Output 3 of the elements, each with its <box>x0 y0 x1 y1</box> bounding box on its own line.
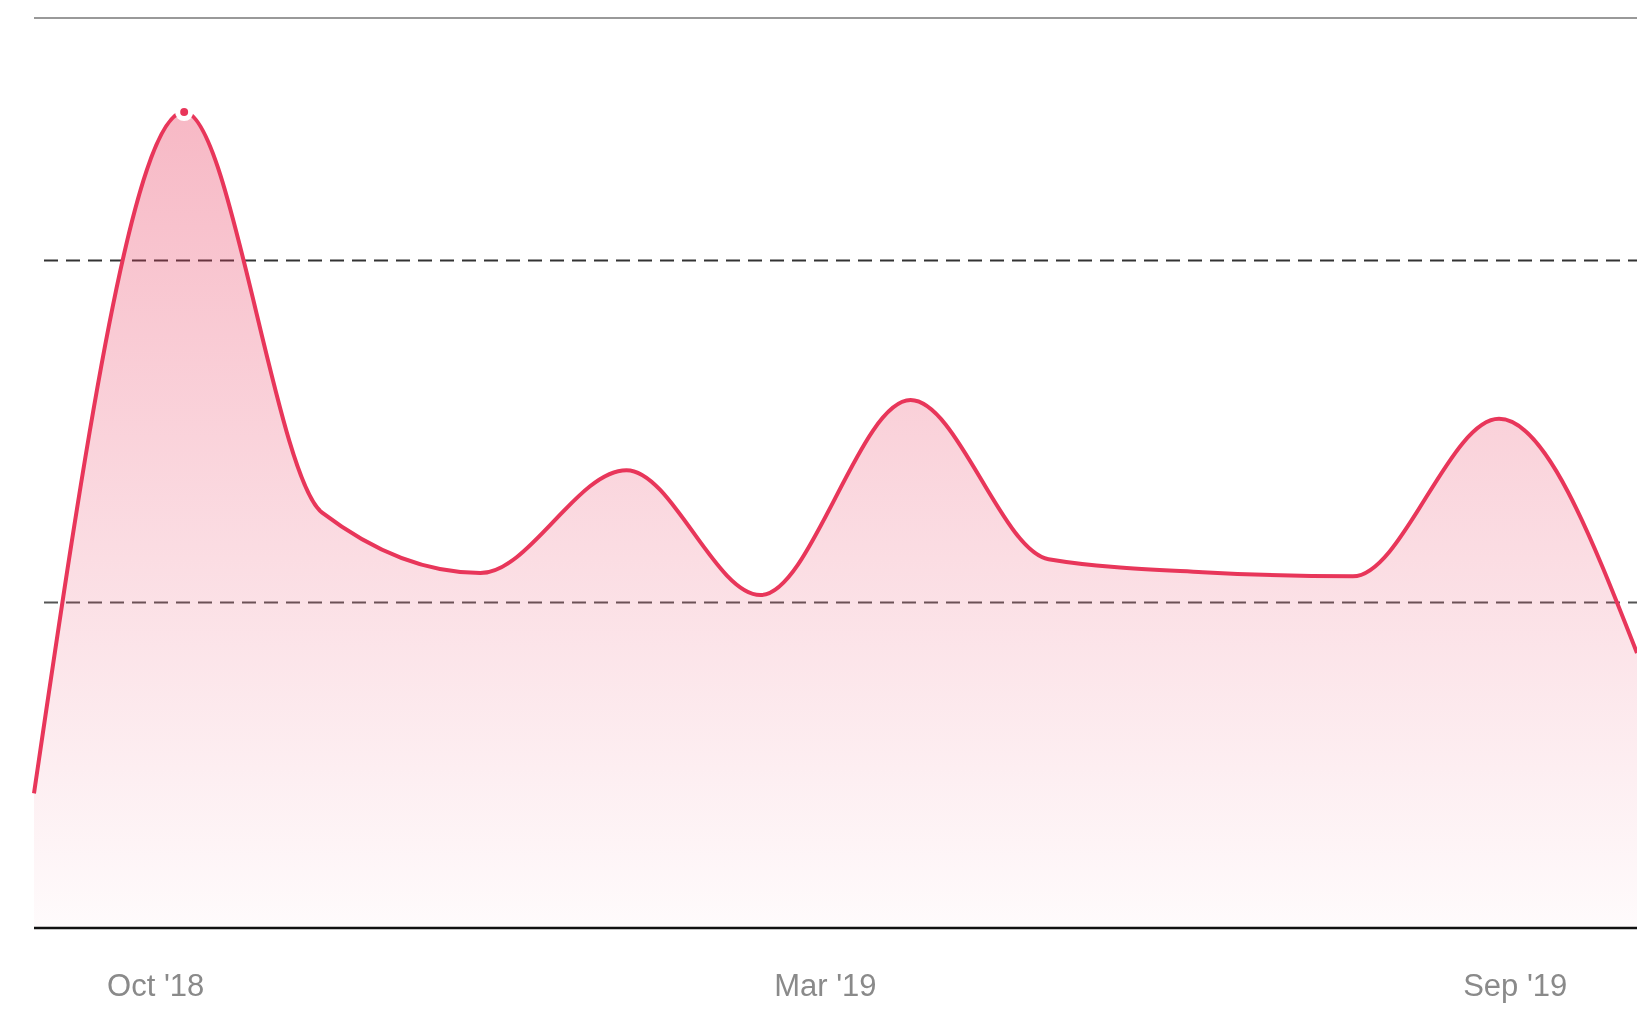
x-tick-label: Oct '18 <box>107 968 205 1003</box>
x-tick-label: Mar '19 <box>774 968 877 1003</box>
x-tick-label: Sep '19 <box>1463 968 1568 1003</box>
